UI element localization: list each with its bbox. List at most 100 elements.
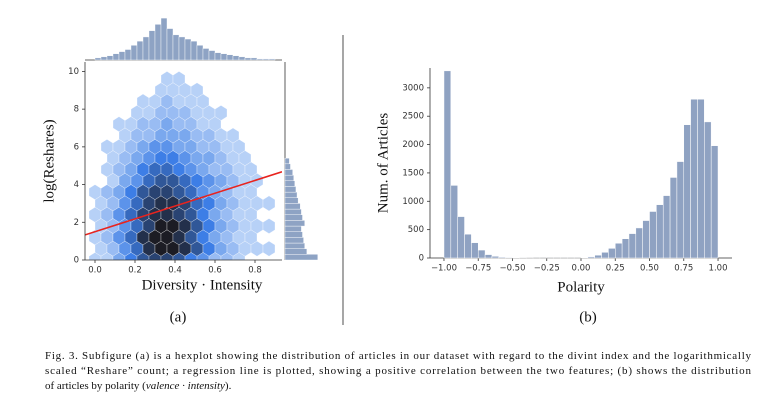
y-tick-label: 0 xyxy=(74,256,79,266)
marginal-bar xyxy=(208,50,216,61)
histogram-bar xyxy=(450,185,458,259)
marginal-bar xyxy=(284,231,303,238)
marginal-bar xyxy=(166,28,174,61)
marginal-bar xyxy=(284,208,302,215)
y-axis-label: log(Reshares) xyxy=(41,119,57,202)
y-tick-label: 2500 xyxy=(402,112,424,122)
x-tick-label: 0.4 xyxy=(168,266,182,276)
caption-line: Fig. 3. Subfigure (a) is a hexplot showi… xyxy=(45,350,752,362)
hexbin-layer xyxy=(85,71,282,260)
x-tick-label: 1.00 xyxy=(709,264,728,274)
marginal-bar xyxy=(284,203,301,210)
histogram-bar xyxy=(464,233,472,259)
marginal-bar xyxy=(106,55,114,61)
marginal-bar xyxy=(284,163,291,170)
marginal-bar xyxy=(130,45,138,61)
histogram-bar xyxy=(642,220,650,259)
histogram-bar xyxy=(683,124,691,259)
hexbin-cell xyxy=(262,218,276,234)
histogram-bar xyxy=(628,233,637,259)
marginal-bar xyxy=(226,54,234,61)
marginal-bar xyxy=(154,24,162,61)
marginal-bar xyxy=(284,186,297,193)
y-axis-label: Num. of Articles xyxy=(375,113,391,214)
marginal-bar xyxy=(284,225,302,232)
y-tick-label: 6 xyxy=(74,142,79,152)
histogram-bar xyxy=(710,145,719,259)
x-tick-label: 0.8 xyxy=(248,266,262,276)
caption-text: ). xyxy=(225,380,232,392)
marginal-bar xyxy=(136,40,144,61)
marginal-bar xyxy=(284,220,305,227)
marginal-bar xyxy=(256,58,264,61)
x-tick-label: −0.25 xyxy=(534,264,560,274)
marginal-bar xyxy=(184,38,192,61)
marginal-bar xyxy=(172,34,180,61)
marginal-bar xyxy=(94,57,102,61)
marginal-bar xyxy=(284,237,304,244)
x-axis-label: Polarity xyxy=(557,279,605,295)
marginal-bar xyxy=(284,197,299,204)
marginal-bar xyxy=(262,58,270,61)
marginal-bar xyxy=(112,53,120,61)
x-tick-label: 0.75 xyxy=(674,264,693,274)
marginal-bar xyxy=(220,53,228,61)
x-tick-label: −1.00 xyxy=(431,264,457,274)
marginal-bar xyxy=(284,169,293,176)
marginal-bar xyxy=(284,242,305,249)
marginal-bar xyxy=(284,174,294,181)
y-tick-label: 2000 xyxy=(402,140,424,150)
histogram-bar xyxy=(704,121,712,259)
hexbin-cell xyxy=(262,195,276,212)
marginal-bar xyxy=(284,191,298,198)
histogram-bar xyxy=(498,256,506,259)
marginal-bar xyxy=(284,157,290,165)
marginal-bar xyxy=(268,58,276,61)
marginal-bar xyxy=(284,248,308,255)
x-tick-label: 0.50 xyxy=(640,264,659,274)
marginal-bar xyxy=(250,57,258,61)
marginal-bar xyxy=(160,17,168,61)
y-tick-label: 3000 xyxy=(402,83,424,93)
x-tick-label: 0.0 xyxy=(88,266,102,276)
marginal-bar xyxy=(284,180,296,187)
histogram-bar xyxy=(635,227,643,259)
hexbin-cell xyxy=(262,240,276,257)
histogram-bar xyxy=(621,238,630,259)
x-tick-label: −0.50 xyxy=(499,264,525,274)
marginal-bar xyxy=(214,52,222,61)
y-tick-label: 500 xyxy=(408,225,424,235)
histogram-bar xyxy=(669,177,678,259)
histogram-bar xyxy=(662,195,671,259)
x-tick-label: 0.6 xyxy=(208,266,222,276)
marginal-bar xyxy=(118,51,126,61)
histogram-bar xyxy=(649,211,657,259)
marginal-bar xyxy=(196,45,204,61)
histogram-bar xyxy=(601,252,609,259)
histogram-bar xyxy=(608,248,616,259)
y-tick-label: 4 xyxy=(74,180,79,190)
marginal-bar xyxy=(202,48,210,61)
regression-line xyxy=(85,170,282,236)
marginal-bar xyxy=(238,56,246,61)
marginal-bar xyxy=(124,49,132,61)
histogram-bar xyxy=(477,249,486,259)
y-tick-label: 1000 xyxy=(402,197,424,207)
marginal-bar xyxy=(178,36,186,61)
histogram-bar xyxy=(457,216,465,259)
histogram-bar xyxy=(594,254,602,259)
caption-math: valence · intensity xyxy=(146,380,225,392)
histogram-bar xyxy=(656,204,664,259)
histogram-bar xyxy=(587,256,595,259)
x-tick-label: −0.75 xyxy=(465,264,491,274)
marginal-bar xyxy=(232,55,240,61)
marginal-bar xyxy=(100,56,108,61)
hexbin-cell xyxy=(232,252,246,260)
y-tick-label: 8 xyxy=(74,105,79,115)
marginal-bar xyxy=(148,30,156,61)
y-tick-label: 0 xyxy=(419,254,424,264)
histogram-bar xyxy=(484,254,493,259)
histogram-bar xyxy=(676,161,685,259)
histogram-bar xyxy=(690,98,698,259)
